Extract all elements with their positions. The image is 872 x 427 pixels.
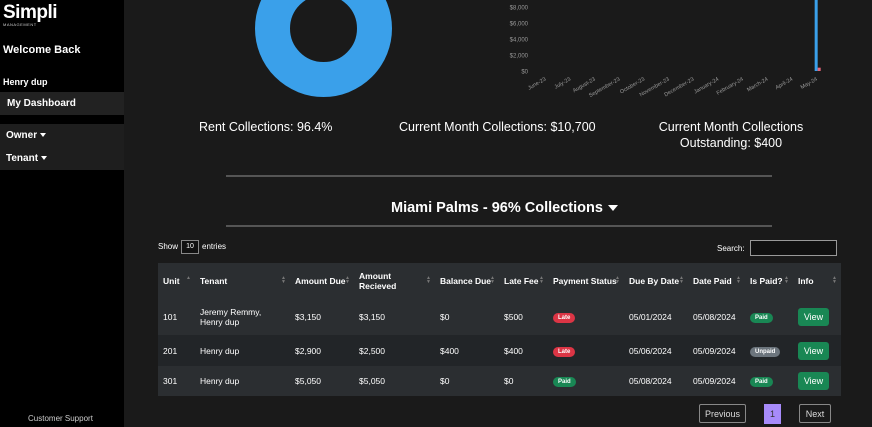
column-header[interactable]: Tenant ▲ ▼	[195, 263, 290, 299]
nav-my-dashboard[interactable]: My Dashboard	[0, 92, 124, 115]
chart-bar	[814, 0, 818, 71]
status-badge: Late	[553, 313, 576, 323]
nav-owner-dropdown[interactable]: Owner	[6, 130, 47, 141]
sort-icon: ▲ ▼	[736, 275, 741, 285]
sort-icon: ▲ ▼	[679, 275, 684, 285]
table-row: 201 Henry dup $2,900 $2,500 $400 $400 La…	[158, 335, 841, 366]
sort-icon: ▲ ▼	[281, 275, 286, 285]
view-button[interactable]: View	[798, 372, 829, 390]
rent-collections-donut	[255, 0, 392, 97]
customer-support-link[interactable]: Customer Support	[28, 414, 93, 423]
outstanding-line2: Outstanding: $400	[679, 136, 783, 150]
is-paid-badge: Paid	[750, 313, 773, 323]
table-row: 301 Henry dup $5,050 $5,050 $0 $0 Paid 0…	[158, 366, 841, 396]
divider	[226, 225, 772, 227]
sort-icon: ▲ ▼	[490, 275, 495, 285]
nav-my-dashboard-label: My Dashboard	[7, 98, 76, 109]
column-header[interactable]: Late Fee ▲ ▼	[499, 263, 548, 299]
column-header[interactable]: Is Paid? ▲ ▼	[745, 263, 793, 299]
x-tick-label: February-24	[716, 77, 745, 97]
is-paid-badge: Unpaid	[750, 346, 781, 357]
outstanding-stat: Current Month Collections Outstanding: $…	[651, 120, 811, 150]
brand-logo-sub: MANAGEMENT	[3, 22, 37, 27]
column-header[interactable]: Unit ▲	[158, 263, 195, 299]
sort-icon: ▲ ▼	[832, 275, 837, 285]
sort-icon: ▲ ▼	[615, 275, 620, 285]
y-tick-label: $4,000	[510, 38, 529, 44]
show-label: Show	[158, 242, 179, 252]
welcome-text: Welcome Back	[3, 44, 81, 56]
column-header[interactable]: Date Paid ▲ ▼	[688, 263, 745, 299]
chart-bar	[817, 67, 821, 71]
column-header[interactable]: Amount Recieved ▲ ▼	[354, 263, 435, 299]
nav-owner-label: Owner	[6, 130, 38, 141]
search-label: Search:	[717, 244, 745, 253]
show-entries: Show 10 entries	[158, 240, 226, 254]
y-tick-label: $0	[521, 70, 528, 76]
property-title: Miami Palms - 96% Collections	[391, 200, 603, 216]
page-1-button[interactable]: 1	[764, 404, 781, 424]
next-page-button[interactable]: Next	[799, 404, 831, 423]
sidebar: Simpli MANAGEMENT Welcome Back Henry dup…	[0, 0, 124, 427]
divider	[226, 175, 772, 177]
caret-down-icon	[40, 133, 47, 138]
username: Henry dup	[3, 77, 48, 87]
view-button[interactable]: View	[798, 308, 829, 326]
sort-icon: ▲ ▼	[345, 275, 350, 285]
caret-down-icon	[41, 156, 48, 161]
y-tick-label: $2,000	[510, 54, 529, 60]
x-tick-label: May-24	[800, 77, 819, 91]
table-header-row: Unit ▲ Tenant ▲ ▼ Amount Due ▲ ▼ Amount Recie…	[158, 263, 841, 299]
column-header[interactable]: Due By Date ▲ ▼	[624, 263, 688, 299]
sort-icon: ▲ ▼	[784, 275, 789, 285]
table-row: 101 Jeremy Remmy, Henry dup $3,150 $3,15…	[158, 299, 841, 335]
current-month-collections-stat: Current Month Collections: $10,700	[399, 120, 596, 134]
y-tick-label: $6,000	[510, 22, 529, 28]
column-header[interactable]: Amount Due ▲ ▼	[290, 263, 354, 299]
x-tick-label: June-23	[527, 77, 547, 92]
x-tick-label: March-24	[746, 77, 769, 94]
x-tick-label: April-24	[775, 77, 794, 92]
entries-label: entries	[202, 242, 227, 252]
status-badge: Late	[553, 346, 576, 357]
search-input[interactable]	[750, 240, 837, 256]
y-tick-label: $8,000	[510, 6, 529, 12]
nav-tenant-label: Tenant	[6, 153, 39, 164]
property-selector[interactable]: Miami Palms - 96% Collections	[391, 200, 618, 216]
x-tick-label: July-23	[554, 77, 572, 91]
entries-select[interactable]: 10	[181, 240, 200, 254]
view-button[interactable]: View	[798, 341, 829, 360]
status-badge: Paid	[553, 377, 576, 387]
column-header[interactable]: Balance Due ▲ ▼	[435, 263, 499, 299]
caret-down-icon	[607, 205, 618, 212]
is-paid-badge: Paid	[750, 377, 773, 387]
nav-group: Owner Tenant	[0, 124, 124, 170]
column-header[interactable]: Payment Status ▲ ▼	[548, 263, 624, 299]
sort-icon: ▲ ▼	[539, 275, 544, 285]
sort-icon: ▲ ▼	[426, 275, 431, 285]
rent-collections-stat: Rent Collections: 96.4%	[199, 120, 333, 134]
previous-page-button[interactable]: Previous	[699, 404, 746, 423]
brand-logo[interactable]: Simpli	[3, 2, 58, 23]
nav-tenant-dropdown[interactable]: Tenant	[6, 153, 48, 164]
column-header[interactable]: Info ▲ ▼	[793, 263, 841, 299]
outstanding-line1: Current Month Collections	[658, 120, 804, 134]
sort-icon: ▲	[186, 275, 191, 281]
collections-table: Unit ▲ Tenant ▲ ▼ Amount Due ▲ ▼ Amount Recie…	[158, 263, 841, 396]
